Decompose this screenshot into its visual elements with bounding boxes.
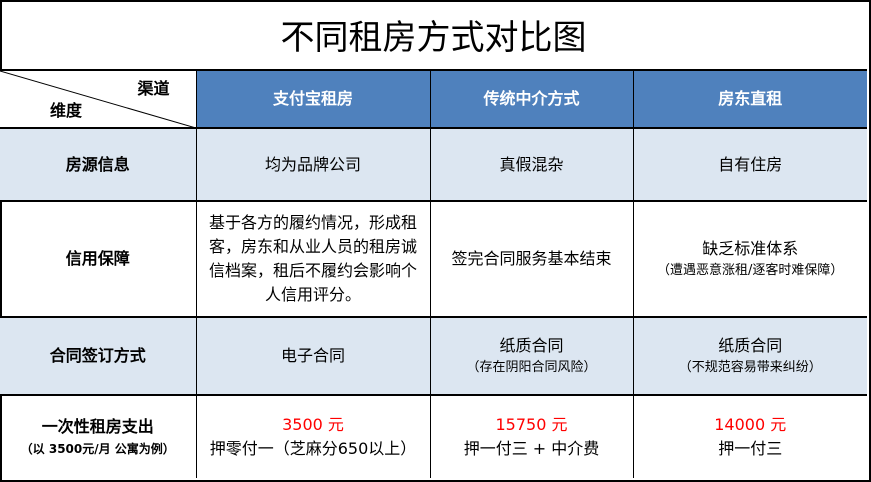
cell-main: 纸质合同 — [499, 336, 564, 355]
column-header-agency: 传统中介方式 — [429, 71, 633, 128]
cell-note: （不规范容易带来纠纷） — [678, 360, 822, 375]
cell-main: 押一付三 + 中介费 — [463, 439, 600, 458]
table-row: 房源信息 均为品牌公司 真假混杂 自有住房 — [0, 128, 867, 201]
column-header-alipay: 支付宝租房 — [195, 71, 430, 128]
table-cell: 真假混杂 — [429, 128, 633, 201]
cell-main: 缺乏标准体系 — [702, 239, 799, 258]
table-row: 信用保障 基于各方的履约情况，形成租客，房东和从业人员的租房诚信档案，租后不履约… — [0, 201, 867, 317]
table-cell: 自有住房 — [632, 128, 867, 201]
table-cell: 纸质合同 （存在阴阳合同风险） — [429, 317, 633, 395]
cell-note: （存在阴阳合同风险） — [466, 360, 597, 375]
row-label-cell: 一次性租房支出 （以 3500元/月 公寓为例） — [0, 395, 196, 478]
amount: 3500 元 — [282, 415, 344, 434]
amount: 15750 元 — [495, 415, 568, 434]
diagonal-divider — [0, 71, 196, 128]
column-header-landlord: 房东直租 — [632, 71, 867, 128]
corner-cell: 渠道 维度 — [0, 71, 196, 128]
cell-main: 押零付一（芝麻分650以上） — [209, 439, 417, 458]
amount: 14000 元 — [714, 415, 787, 434]
header-row: 渠道 维度 支付宝租房 传统中介方式 房东直租 — [0, 71, 867, 128]
row-label: 一次性租房支出 — [41, 417, 154, 436]
table-row: 一次性租房支出 （以 3500元/月 公寓为例） 3500 元 押零付一（芝麻分… — [0, 395, 867, 478]
row-label: 房源信息 — [0, 128, 196, 201]
table-row: 合同签订方式 电子合同 纸质合同 （存在阴阳合同风险） 纸质合同 （不规范容易带… — [0, 317, 867, 395]
page-title: 不同租房方式对比图 — [0, 0, 867, 71]
row-sublabel: （以 3500元/月 公寓为例） — [20, 442, 175, 456]
table-cell: 3500 元 押零付一（芝麻分650以上） — [195, 395, 430, 478]
table-cell: 签完合同服务基本结束 — [429, 201, 633, 317]
table-cell: 基于各方的履约情况，形成租客，房东和从业人员的租房诚信档案，租后不履约会影响个人… — [195, 201, 430, 317]
table-cell: 缺乏标准体系 （遭遇恶意涨租/逐客时难保障） — [632, 201, 867, 317]
table-cell: 均为品牌公司 — [195, 128, 430, 201]
cell-main: 押一付三 — [718, 439, 783, 458]
corner-channel-label: 渠道 — [137, 79, 170, 98]
table-cell: 电子合同 — [195, 317, 430, 395]
cell-main: 纸质合同 — [718, 336, 783, 355]
cell-note: （遭遇恶意涨租/逐客时难保障） — [657, 263, 844, 278]
row-label: 合同签订方式 — [0, 317, 196, 395]
table-cell: 14000 元 押一付三 — [632, 395, 867, 478]
comparison-table: 渠道 维度 支付宝租房 传统中介方式 房东直租 房源信息 均为品牌公司 真假混杂… — [0, 71, 867, 478]
table-cell: 15750 元 押一付三 + 中介费 — [429, 395, 633, 478]
row-label: 信用保障 — [65, 249, 130, 268]
table-cell: 纸质合同 （不规范容易带来纠纷） — [632, 317, 867, 395]
corner-dimension-label: 维度 — [50, 101, 83, 120]
